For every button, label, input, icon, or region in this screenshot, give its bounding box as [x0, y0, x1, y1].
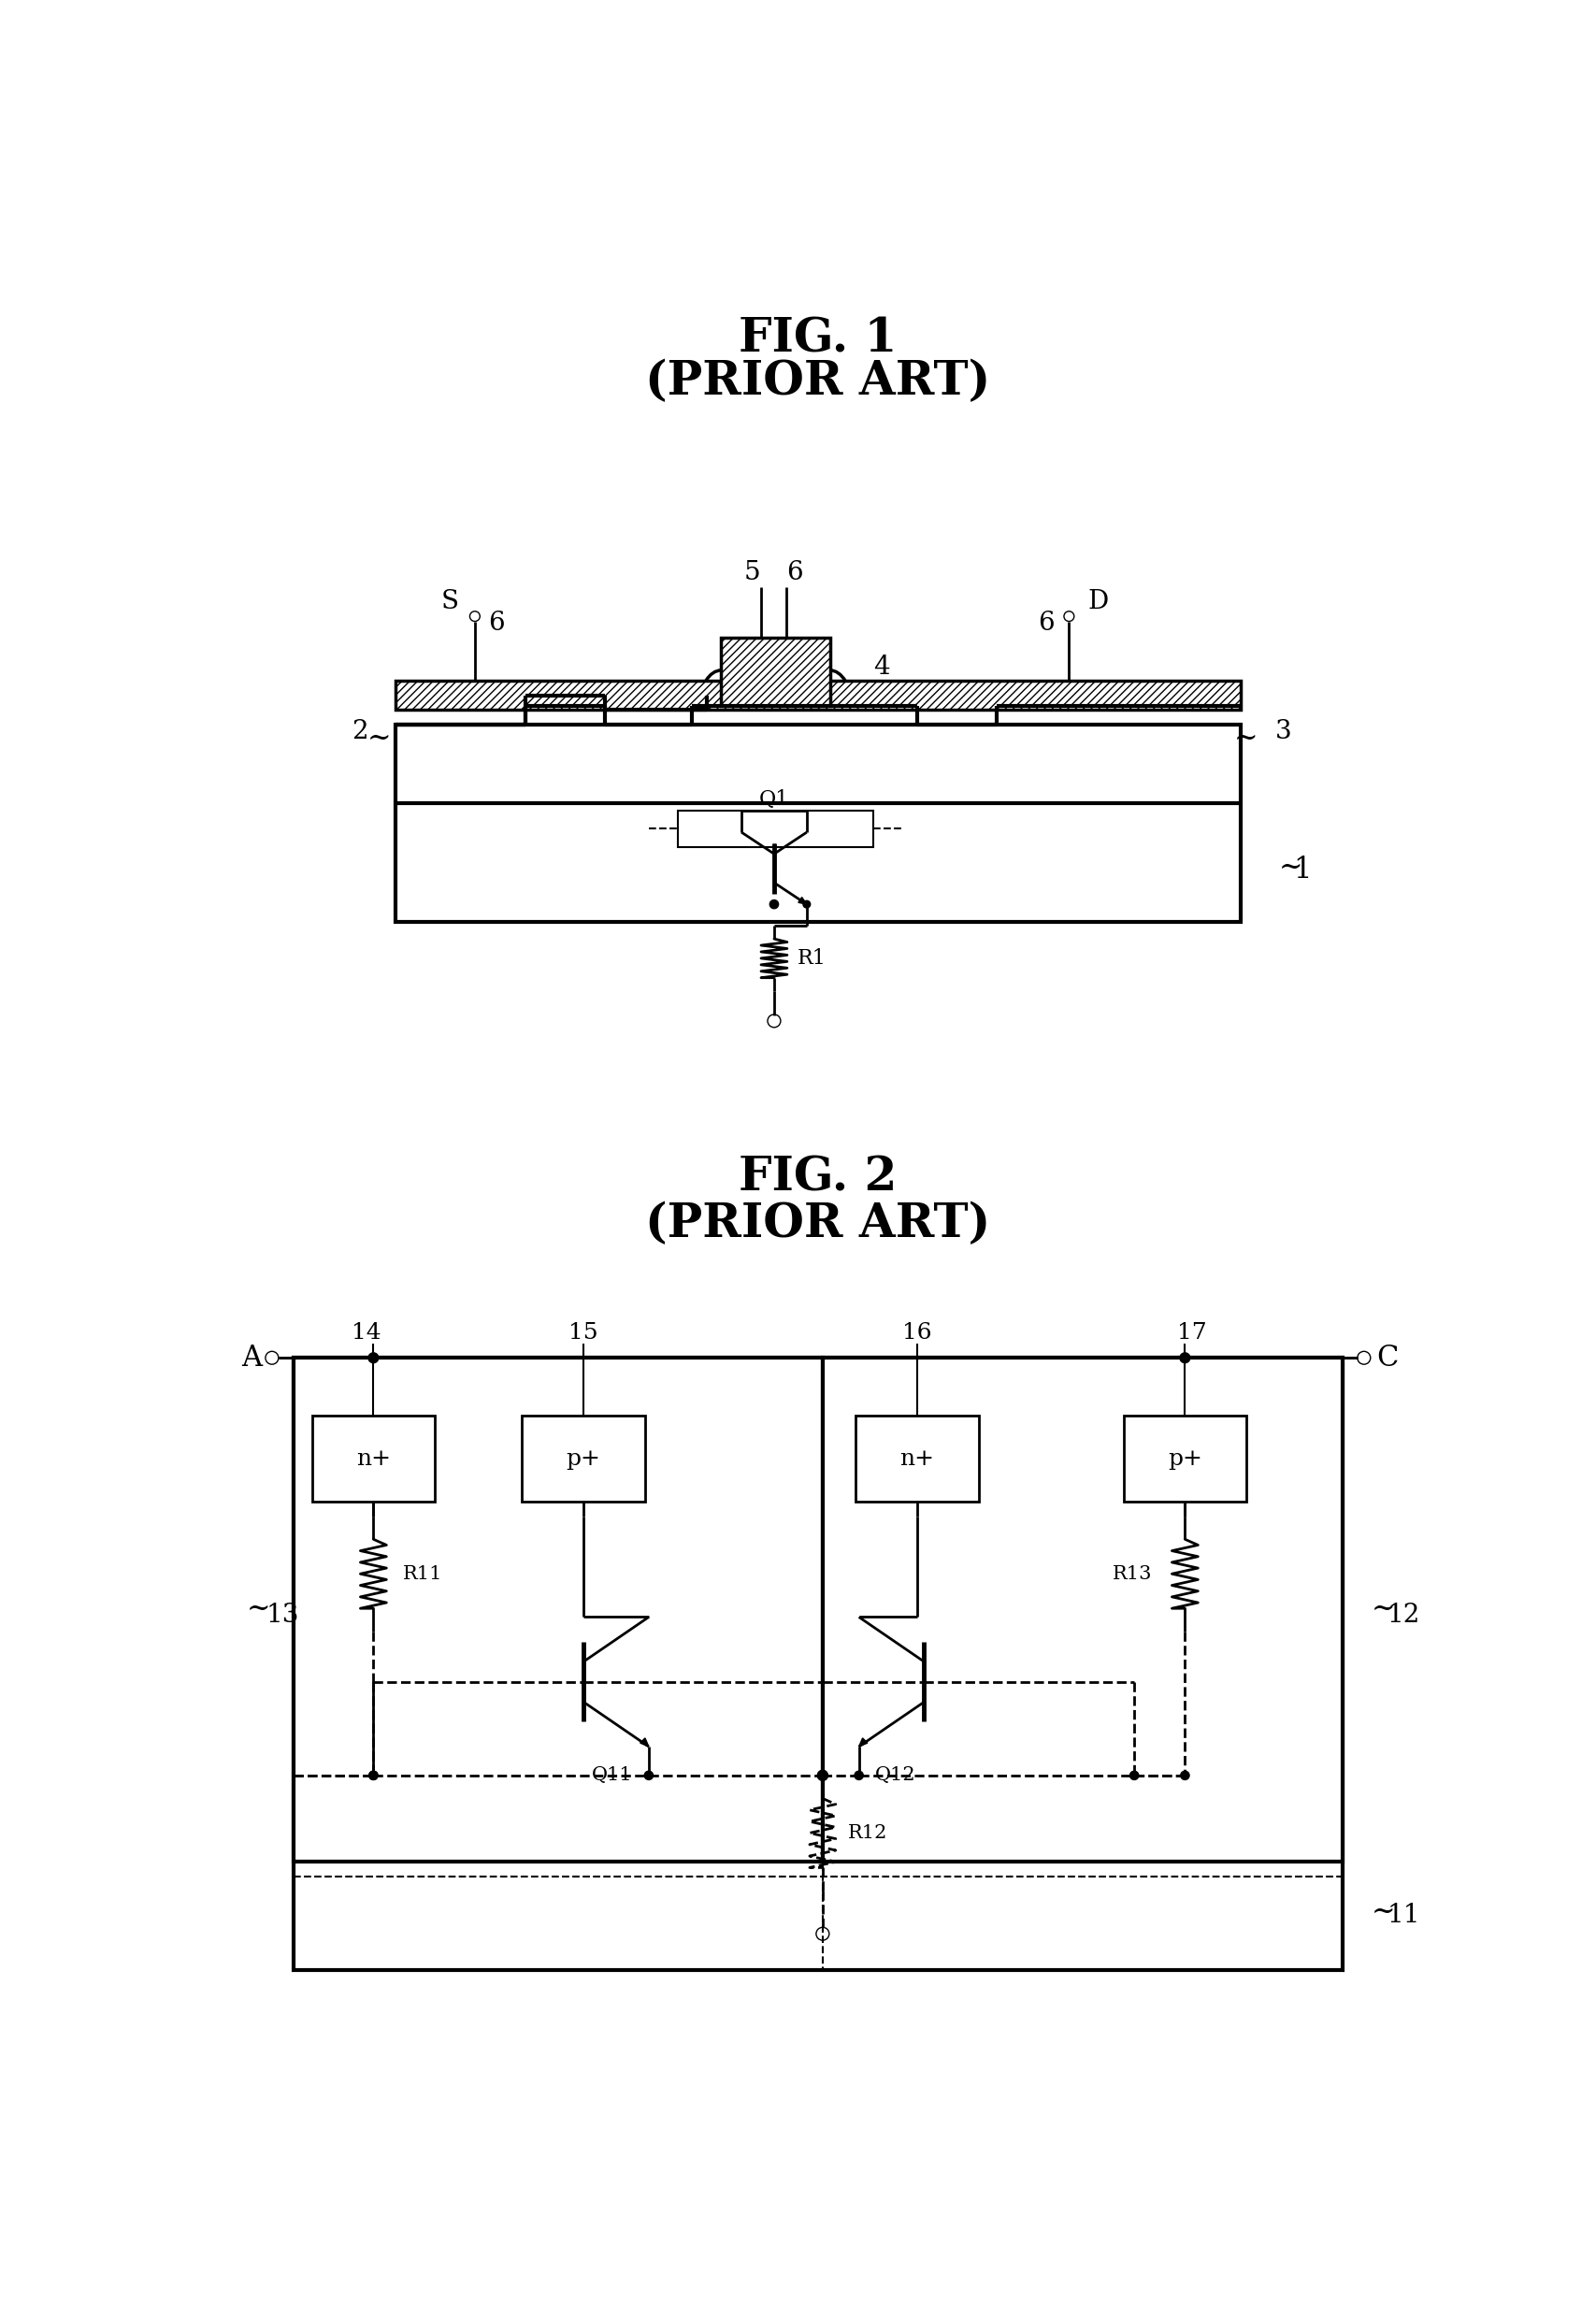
- Polygon shape: [798, 896, 806, 903]
- Text: Q11: Q11: [592, 1767, 634, 1783]
- Text: FIG. 1: FIG. 1: [739, 317, 897, 361]
- Text: ~: ~: [1234, 725, 1258, 753]
- Text: 6: 6: [1037, 611, 1053, 637]
- Bar: [396, 725, 1240, 922]
- Text: 15: 15: [568, 1322, 598, 1343]
- Bar: [311, 1415, 436, 1501]
- Bar: [1124, 1415, 1246, 1501]
- Text: p+: p+: [1168, 1448, 1202, 1468]
- Circle shape: [645, 1772, 653, 1779]
- Text: Q12: Q12: [875, 1767, 916, 1783]
- Bar: [678, 811, 873, 848]
- Text: 3: 3: [1275, 718, 1291, 743]
- Text: R12: R12: [847, 1825, 887, 1841]
- Bar: [855, 1415, 978, 1501]
- Circle shape: [1130, 1772, 1138, 1779]
- Text: 1: 1: [1294, 857, 1312, 885]
- Text: R1: R1: [798, 947, 827, 968]
- Text: 14: 14: [351, 1322, 381, 1343]
- Circle shape: [1179, 1353, 1191, 1362]
- Circle shape: [369, 1772, 378, 1779]
- Text: 13: 13: [267, 1603, 298, 1628]
- Text: ~: ~: [1371, 1596, 1395, 1624]
- Text: 4: 4: [873, 653, 891, 679]
- Text: 12: 12: [1387, 1603, 1420, 1628]
- Text: R13: R13: [1112, 1566, 1152, 1582]
- Bar: [822, 1357, 1342, 1862]
- Text: n+: n+: [356, 1448, 391, 1468]
- Text: Q1: Q1: [760, 790, 790, 811]
- Text: 16: 16: [902, 1322, 932, 1343]
- Circle shape: [817, 1769, 828, 1781]
- Text: 6: 6: [488, 611, 504, 637]
- Circle shape: [854, 1772, 863, 1779]
- Text: ~: ~: [1371, 1897, 1395, 1927]
- Text: 2: 2: [353, 718, 369, 743]
- Circle shape: [369, 1772, 378, 1779]
- Text: n+: n+: [900, 1448, 934, 1468]
- Circle shape: [769, 901, 779, 908]
- Text: ~: ~: [247, 1596, 270, 1624]
- Circle shape: [369, 1353, 378, 1362]
- Text: 11: 11: [1387, 1904, 1420, 1929]
- Text: p+: p+: [567, 1448, 600, 1468]
- Bar: [294, 1357, 1342, 1971]
- Bar: [721, 637, 830, 706]
- Text: 6: 6: [787, 560, 803, 586]
- Text: (PRIOR ART): (PRIOR ART): [645, 1202, 990, 1248]
- Text: A: A: [241, 1343, 262, 1373]
- Text: ~: ~: [367, 725, 391, 753]
- Text: 5: 5: [744, 560, 761, 586]
- Circle shape: [1181, 1772, 1189, 1779]
- Circle shape: [817, 1769, 828, 1781]
- Text: 17: 17: [1178, 1322, 1207, 1343]
- Text: S: S: [440, 588, 458, 614]
- Bar: [522, 1415, 645, 1501]
- Text: FIG. 2: FIG. 2: [739, 1156, 897, 1200]
- Polygon shape: [859, 1737, 868, 1746]
- Bar: [294, 1357, 822, 1862]
- Bar: [396, 681, 1240, 711]
- Text: (PRIOR ART): (PRIOR ART): [645, 359, 990, 405]
- Polygon shape: [640, 1737, 648, 1746]
- Text: D: D: [1087, 588, 1108, 614]
- Text: R11: R11: [402, 1566, 442, 1582]
- Circle shape: [803, 901, 811, 908]
- Text: C: C: [1377, 1343, 1398, 1373]
- Text: ~: ~: [1278, 855, 1302, 882]
